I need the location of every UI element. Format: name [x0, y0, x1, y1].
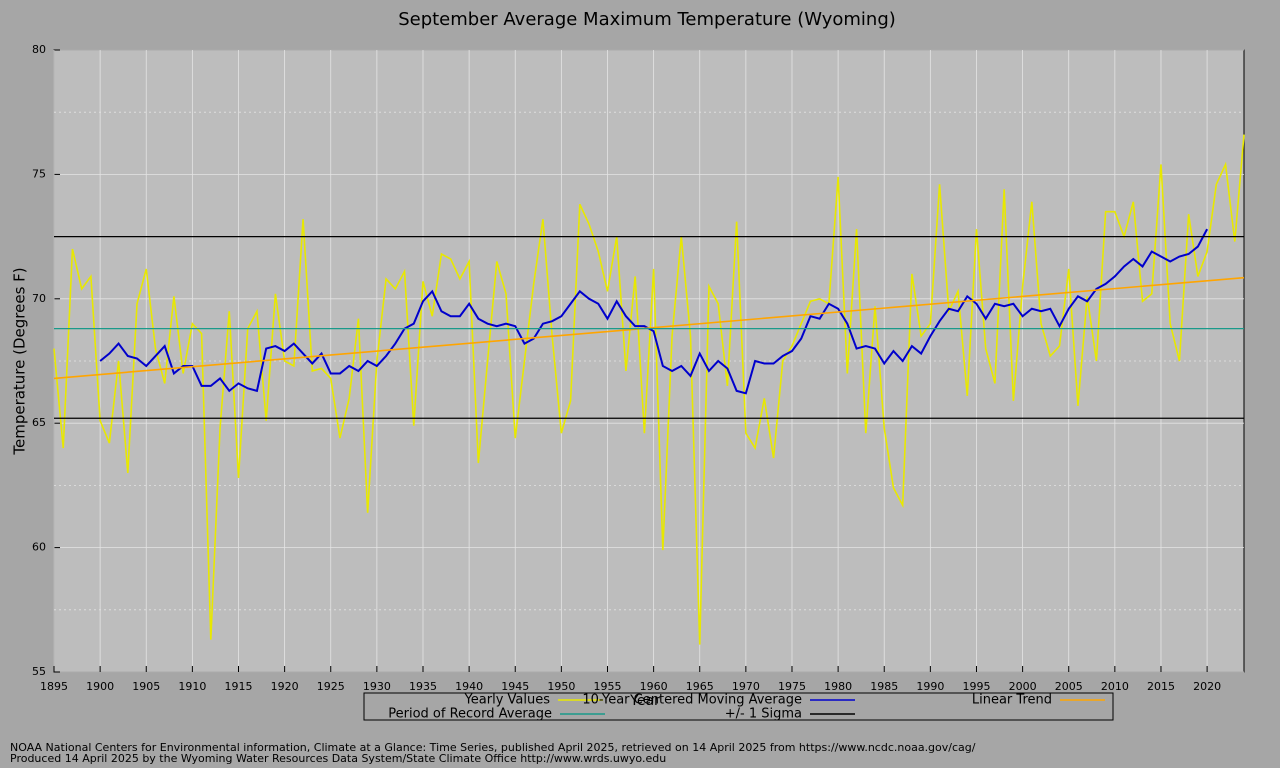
x-tick-label: 1930	[363, 680, 391, 693]
y-tick-label: 75	[32, 167, 46, 180]
y-tick-label: 70	[32, 292, 46, 305]
legend-label: Period of Record Average	[388, 707, 552, 722]
data-line	[99, 228, 1208, 395]
data-line	[53, 134, 1245, 645]
x-tick-label: 1965	[686, 680, 714, 693]
x-tick-label: 2005	[1055, 680, 1083, 693]
x-tick-label: 1995	[962, 680, 990, 693]
x-tick-label: 1905	[132, 680, 160, 693]
y-tick-label: 65	[32, 416, 46, 429]
x-tick-label: 1975	[778, 680, 806, 693]
x-tick-label: 1895	[40, 680, 68, 693]
legend-label: Yearly Values	[464, 693, 551, 708]
x-tick-label: 1940	[455, 680, 483, 693]
x-tick-label: 1920	[271, 680, 299, 693]
x-tick-label: 1980	[824, 680, 852, 693]
y-tick-label: 80	[32, 43, 46, 56]
x-tick-label: 2010	[1101, 680, 1129, 693]
x-tick-label: 1970	[732, 680, 760, 693]
legend-label: 10-Year Centered Moving Average	[582, 693, 802, 708]
footnote: NOAA National Centers for Environmental …	[10, 741, 976, 754]
y-axis-label: Temperature (Degrees F)	[11, 267, 29, 455]
x-tick-label: 1925	[317, 680, 345, 693]
footnote: Produced 14 April 2025 by the Wyoming Wa…	[10, 752, 666, 765]
y-tick-label: 60	[32, 541, 46, 554]
x-tick-label: 1945	[501, 680, 529, 693]
x-tick-label: 1985	[870, 680, 898, 693]
chart-title: September Average Maximum Temperature (W…	[398, 9, 896, 30]
legend-label: Linear Trend	[972, 693, 1052, 708]
y-tick-label: 55	[32, 665, 46, 678]
x-axis-label: Year	[629, 693, 660, 709]
legend-label: +/- 1 Sigma	[725, 707, 802, 722]
x-tick-label: 1910	[178, 680, 206, 693]
legend-box	[363, 692, 1114, 721]
x-tick-label: 2000	[1009, 680, 1037, 693]
x-tick-label: 1955	[593, 680, 621, 693]
x-tick-label: 1935	[409, 680, 437, 693]
x-tick-label: 2015	[1147, 680, 1175, 693]
data-line	[53, 276, 1245, 380]
x-tick-label: 1900	[86, 680, 114, 693]
x-tick-label: 1950	[547, 680, 575, 693]
x-tick-label: 1960	[640, 680, 668, 693]
x-tick-label: 1915	[224, 680, 252, 693]
x-tick-label: 1990	[916, 680, 944, 693]
x-tick-label: 2020	[1193, 680, 1221, 693]
